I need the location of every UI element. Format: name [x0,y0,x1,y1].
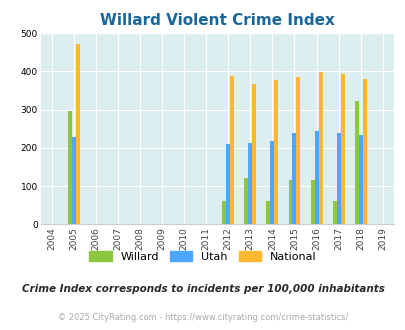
Bar [340,74,344,224]
Bar [266,201,270,224]
Bar [292,133,296,224]
Bar [72,137,75,224]
Bar [244,179,248,224]
Bar [230,76,234,224]
Bar [274,80,278,224]
Bar [222,201,226,224]
Bar [226,145,230,224]
Bar [354,101,358,224]
Bar [68,112,72,224]
Bar [358,135,362,224]
Bar [318,72,322,224]
Bar [270,141,274,224]
Legend: Willard, Utah, National: Willard, Utah, National [85,247,320,266]
Bar [75,45,79,224]
Bar [362,79,366,224]
Bar [296,78,300,224]
Bar [248,143,252,224]
Title: Willard Violent Crime Index: Willard Violent Crime Index [100,13,334,28]
Text: © 2025 CityRating.com - https://www.cityrating.com/crime-statistics/: © 2025 CityRating.com - https://www.city… [58,313,347,322]
Bar [252,83,256,224]
Bar [332,201,336,224]
Bar [288,181,292,224]
Bar [314,131,318,224]
Bar [310,181,314,224]
Text: Crime Index corresponds to incidents per 100,000 inhabitants: Crime Index corresponds to incidents per… [21,284,384,294]
Bar [336,133,340,224]
